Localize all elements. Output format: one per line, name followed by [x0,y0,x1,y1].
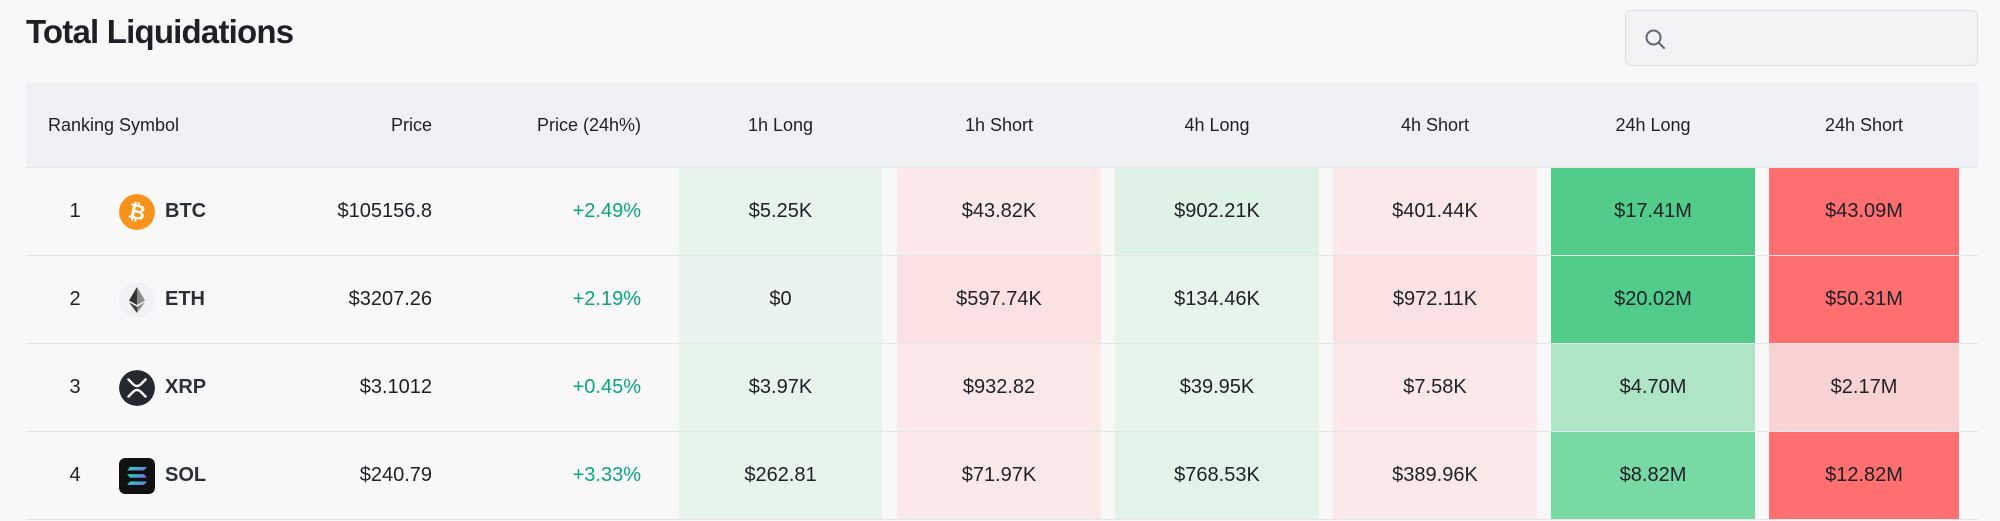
h4-short-cell: $7.58K [1333,344,1537,431]
h1-long-cell: $0 [679,256,882,343]
symbol-cell[interactable]: ETH [119,256,205,343]
rank-cell: 1 [69,200,81,222]
symbol-label: ETH [165,288,205,310]
solana-icon [119,457,155,494]
header-price[interactable]: Price [390,115,432,135]
rank-cell: 4 [69,464,81,486]
price-change-cell: +2.49% [572,200,641,222]
h1-long-cell: $5.25K [679,168,882,255]
price-change-cell: +0.45% [572,376,641,398]
header-ranking[interactable]: Ranking [48,115,115,135]
ethereum-icon [119,281,155,318]
h4-long-cell: $134.46K [1115,256,1319,343]
h4-short-cell: $389.96K [1333,432,1537,519]
symbol-cell[interactable]: ₿ BTC [119,168,206,255]
header-4h-long[interactable]: 4h Long [1184,115,1250,135]
price-cell: $240.79 [359,464,432,486]
table-row[interactable]: 3 XRP $3.1012 +0.45% $3.97K $932.82 $39.… [26,344,1978,431]
symbol-cell[interactable]: XRP [119,344,206,431]
h1-long-cell: $3.97K [679,344,882,431]
h24-short-cell: $12.82M [1769,432,1959,519]
h24-short-cell: $50.31M [1769,256,1959,343]
header-24h-short[interactable]: 24h Short [1824,115,1904,135]
search-icon [1645,29,1665,49]
table-row[interactable]: 1 ₿ BTC $105156.8 +2.49% $5.25K $43.82K … [26,168,1978,255]
h24-long-cell: $4.70M [1551,344,1755,431]
symbol-label: XRP [165,376,207,398]
h4-long-cell: $39.95K [1115,344,1319,431]
h24-long-cell: $20.02M [1551,256,1755,343]
liquidations-table: Ranking Symbol Price Price (24h%) 1h Lon… [26,83,1978,521]
h1-short-cell: $597.74K [897,256,1101,343]
symbol-label: SOL [165,464,207,486]
header-24h-long[interactable]: 24h Long [1615,115,1691,135]
table-row[interactable]: 4 SOL $240.79 +3.33% [26,432,1978,519]
header-1h-short[interactable]: 1h Short [964,115,1034,135]
symbol-cell[interactable]: SOL [119,432,206,519]
table-header [26,83,1978,168]
h1-long-cell: $262.81 [679,432,882,519]
row-divider [26,343,1978,344]
rank-cell: 3 [69,376,81,398]
h24-long-cell: $17.41M [1551,168,1755,255]
h1-short-cell: $932.82 [897,344,1101,431]
row-divider [26,255,1978,256]
h24-short-cell: $43.09M [1769,168,1959,255]
h4-short-cell: $401.44K [1333,168,1537,255]
price-cell: $105156.8 [337,200,432,222]
page-title: Total Liquidations [26,13,294,50]
h4-short-cell: $972.11K [1333,256,1537,343]
h4-long-cell: $768.53K [1115,432,1319,519]
symbol-label: BTC [165,200,207,222]
h4-long-cell: $902.21K [1115,168,1319,255]
header-symbol[interactable]: Symbol [119,115,180,135]
h24-short-cell: $2.17M [1769,344,1959,431]
search-input[interactable] [1680,11,1970,64]
header-price-change[interactable]: Price (24h%) [536,115,641,135]
table-row[interactable]: 2 ETH $3207.26 +2.19% $0 $597.74K $134.4… [26,256,1978,343]
h1-short-cell: $43.82K [897,168,1101,255]
xrp-icon [119,369,155,406]
price-cell: $3207.26 [348,288,432,310]
bitcoin-icon: ₿ [119,193,155,230]
row-divider [26,431,1978,432]
search-box[interactable] [1625,10,1978,66]
price-change-cell: +3.33% [572,464,641,486]
price-change-cell: +2.19% [572,288,641,310]
header-4h-short[interactable]: 4h Short [1400,115,1470,135]
rank-cell: 2 [69,288,81,310]
h24-long-cell: $8.82M [1551,432,1755,519]
svg-text:₿: ₿ [126,198,148,225]
header-1h-long[interactable]: 1h Long [747,115,814,135]
price-cell: $3.1012 [359,376,432,398]
h1-short-cell: $71.97K [897,432,1101,519]
row-divider [26,519,1978,520]
